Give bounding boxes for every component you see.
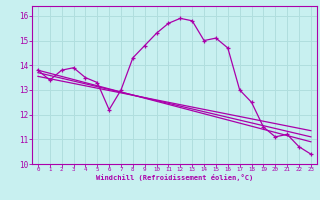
X-axis label: Windchill (Refroidissement éolien,°C): Windchill (Refroidissement éolien,°C) bbox=[96, 174, 253, 181]
